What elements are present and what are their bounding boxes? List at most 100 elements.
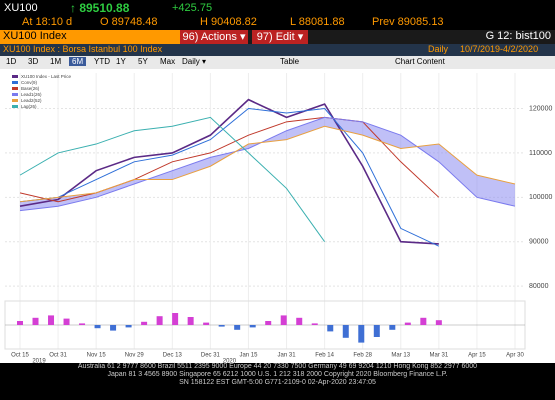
period[interactable]: Daily ▾: [182, 57, 207, 66]
osc-bar: [94, 325, 101, 329]
frequency: Daily: [428, 44, 449, 54]
open: O 89748.48: [100, 16, 158, 28]
series-line: [19, 125, 516, 203]
osc-bar: [110, 325, 117, 331]
range-button[interactable]: 5Y: [138, 57, 148, 66]
range-button[interactable]: 1M: [50, 57, 62, 66]
osc-bar: [125, 325, 132, 328]
x-tick-label: Dec 31: [201, 353, 221, 359]
osc-bar: [280, 315, 287, 325]
table-button[interactable]: Table: [280, 57, 300, 66]
x-tick-label: Apr 30: [506, 353, 524, 359]
osc-bar: [79, 323, 86, 325]
toolbar: Daily ▾ Table Chart Content 1D 3D 1M 6M YTD 1…: [0, 56, 555, 69]
security[interactable]: XU100 Index: [0, 30, 183, 44]
x-tick-label: Oct 15: [11, 353, 29, 359]
edit-button[interactable]: 97) Edit ▾: [252, 30, 308, 44]
range-button[interactable]: 6M: [69, 57, 87, 66]
chart-content[interactable]: Chart Content: [395, 57, 445, 66]
x-tick-label: Nov 15: [87, 353, 107, 359]
legend-label: Lead2(52): [21, 98, 42, 103]
range-button[interactable]: YTD: [94, 57, 110, 66]
legend-swatch: [12, 75, 18, 78]
chart: 80000 90000 100000 110000 120000 Oct 15 Oct 31…: [0, 69, 555, 363]
x-tick-label: Feb 28: [353, 353, 372, 359]
actions-button[interactable]: 96) Actions ▾: [180, 30, 248, 44]
osc-bar: [327, 325, 334, 332]
y-tick-label: 90000: [529, 239, 549, 246]
x-tick-label: Oct 31: [49, 353, 67, 359]
date-range: 10/7/2019-4/2/2020: [460, 44, 539, 54]
legend-label: Conv(9): [21, 80, 38, 85]
range-button[interactable]: 3D: [28, 57, 39, 66]
high: H 90408.82: [200, 16, 257, 28]
x-tick-label: Feb 14: [315, 353, 334, 359]
plot-background: [0, 69, 555, 363]
legend-label: Lag(26): [21, 104, 37, 109]
series-line: [19, 98, 439, 245]
series-line: [19, 116, 516, 212]
osc-bar: [373, 325, 380, 337]
osc-bar: [234, 325, 241, 330]
osc-bar: [420, 317, 427, 325]
command-bar: XU100 Index 96) Actions ▾ 97) Edit ▾ G 1…: [0, 30, 555, 44]
x-tick-label: Jan 31: [278, 353, 297, 359]
legend-label: XU100 Index - Last Price: [21, 74, 72, 79]
legend-swatch: [12, 81, 18, 84]
osc-bar: [358, 325, 365, 343]
y-tick-label: 110000: [529, 150, 552, 157]
x-tick-label: Apr 15: [468, 353, 486, 359]
ticker: XU100: [4, 2, 38, 14]
footer-line: Australia 61 2 9777 8600 Brazil 5511 239…: [77, 363, 478, 370]
footer-line: SN 158122 EST GMT-5:00 G771-2109-0 02-Ap…: [179, 379, 376, 386]
year-label: 2019: [32, 359, 46, 363]
osc-bar: [141, 321, 148, 325]
x-tick-label: Jan 15: [239, 353, 258, 359]
osc-bar: [435, 320, 442, 325]
y-tick-label: 80000: [529, 283, 549, 290]
osc-bar: [389, 325, 396, 330]
osc-bar: [156, 316, 163, 325]
chart-title: XU100 Index : Borsa Istanbul 100 Index: [3, 44, 163, 54]
osc-bar: [172, 313, 179, 325]
time: At 18:10 d: [22, 16, 73, 28]
x-tick-label: Mar 13: [391, 353, 410, 359]
legend-swatch: [12, 105, 18, 108]
x-tick-label: Mar 31: [430, 353, 449, 359]
footer: Australia 61 2 9777 8600 Brazil 5511 239…: [0, 363, 555, 400]
range-button[interactable]: Max: [160, 57, 176, 66]
range-button[interactable]: 1Y: [116, 57, 126, 66]
osc-bar: [404, 322, 411, 325]
footer-line: Japan 81 3 4565 8900 Singapore 65 6212 1…: [107, 371, 448, 378]
osc-bar: [311, 323, 318, 325]
osc-bar: [203, 322, 210, 325]
osc-bar: [32, 317, 39, 325]
ichimoku-cloud: [20, 117, 515, 211]
osc-bar: [48, 315, 55, 325]
y-tick-label: 100000: [529, 194, 552, 201]
prev: Prev 89085.13: [372, 16, 444, 28]
change: +425.75: [172, 2, 213, 14]
quote-header-2: At 18:10 d O 89748.48 H 90408.82 L 88081…: [0, 16, 555, 30]
osc-bar: [296, 317, 303, 325]
osc-bar: [63, 318, 70, 325]
year-label: 2020: [223, 359, 237, 363]
y-tick-label: 120000: [529, 105, 552, 112]
osc-bar: [249, 325, 256, 328]
title-bar: XU100 Index : Borsa Istanbul 100 Index D…: [0, 44, 555, 56]
range-button[interactable]: 1D: [6, 57, 17, 66]
series-line: [19, 116, 326, 243]
osc-bar: [265, 321, 272, 325]
osc-bar: [17, 321, 23, 325]
legend-swatch: [12, 99, 18, 102]
legend-swatch: [12, 93, 18, 96]
legend-label: Lead1(26): [21, 92, 42, 97]
last: ↑ 89510.88: [70, 1, 130, 15]
group: G 12: bist100: [485, 30, 551, 42]
osc-bar: [218, 325, 225, 327]
low: L 88081.88: [290, 16, 345, 28]
osc-bar: [342, 325, 349, 338]
legend-label: Base(26): [21, 86, 40, 91]
quote-header: XU100 ↑ 89510.88 +425.75: [0, 0, 555, 16]
